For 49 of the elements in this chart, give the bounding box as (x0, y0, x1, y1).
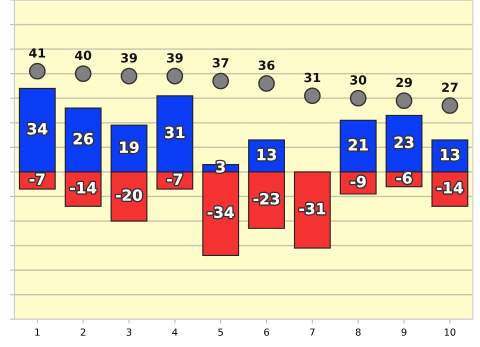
point (120, 68, 138, 84)
data-label: -6 (396, 172, 412, 184)
point (442, 97, 458, 114)
data-label: 31 (165, 126, 184, 138)
data-label: -31 (299, 202, 326, 214)
data-label: -14 (436, 182, 463, 194)
data-label: -7 (30, 174, 45, 185)
data-label: 19 (120, 141, 139, 153)
x-tick-label: 4 (172, 328, 178, 336)
data-label: 30 (350, 75, 366, 85)
data-label: -23 (254, 193, 280, 205)
point (212, 72, 230, 90)
x-tick-label: 9 (402, 328, 406, 336)
data-label: 23 (394, 136, 414, 148)
data-label: -9 (350, 176, 366, 188)
data-label: 21 (348, 138, 368, 150)
data-label: 31 (304, 72, 320, 82)
data-label: 29 (396, 78, 412, 88)
point (396, 92, 412, 110)
data-label: -20 (116, 189, 142, 201)
x-tick-label: 5 (218, 328, 223, 336)
data-label: 34 (28, 123, 48, 135)
data-label: -7 (167, 174, 182, 185)
data-label: 36 (258, 60, 275, 70)
point (350, 90, 367, 107)
data-label: -14 (70, 182, 96, 194)
point (166, 68, 184, 84)
x-tick-label: 1 (35, 328, 40, 336)
point (28, 62, 46, 80)
point (304, 87, 321, 104)
x-tick-label: 10 (444, 328, 456, 336)
x-tick-label: 2 (80, 328, 86, 336)
data-label: 27 (442, 82, 458, 92)
bar (294, 171, 331, 249)
x-tick-label: 8 (356, 328, 361, 336)
point (74, 65, 92, 82)
data-label: 41 (29, 48, 46, 58)
point (258, 75, 275, 92)
data-label: 40 (75, 50, 92, 60)
data-label: 13 (258, 148, 276, 160)
data-label: 37 (212, 58, 228, 68)
data-label: 13 (440, 148, 460, 160)
data-label: 26 (74, 132, 93, 144)
data-label: -34 (208, 206, 234, 218)
data-label: 39 (121, 53, 137, 63)
x-tick-label: 6 (264, 328, 269, 336)
x-tick-label: 7 (310, 328, 315, 336)
data-label: 39 (166, 53, 183, 63)
x-tick-label: 3 (126, 328, 132, 336)
